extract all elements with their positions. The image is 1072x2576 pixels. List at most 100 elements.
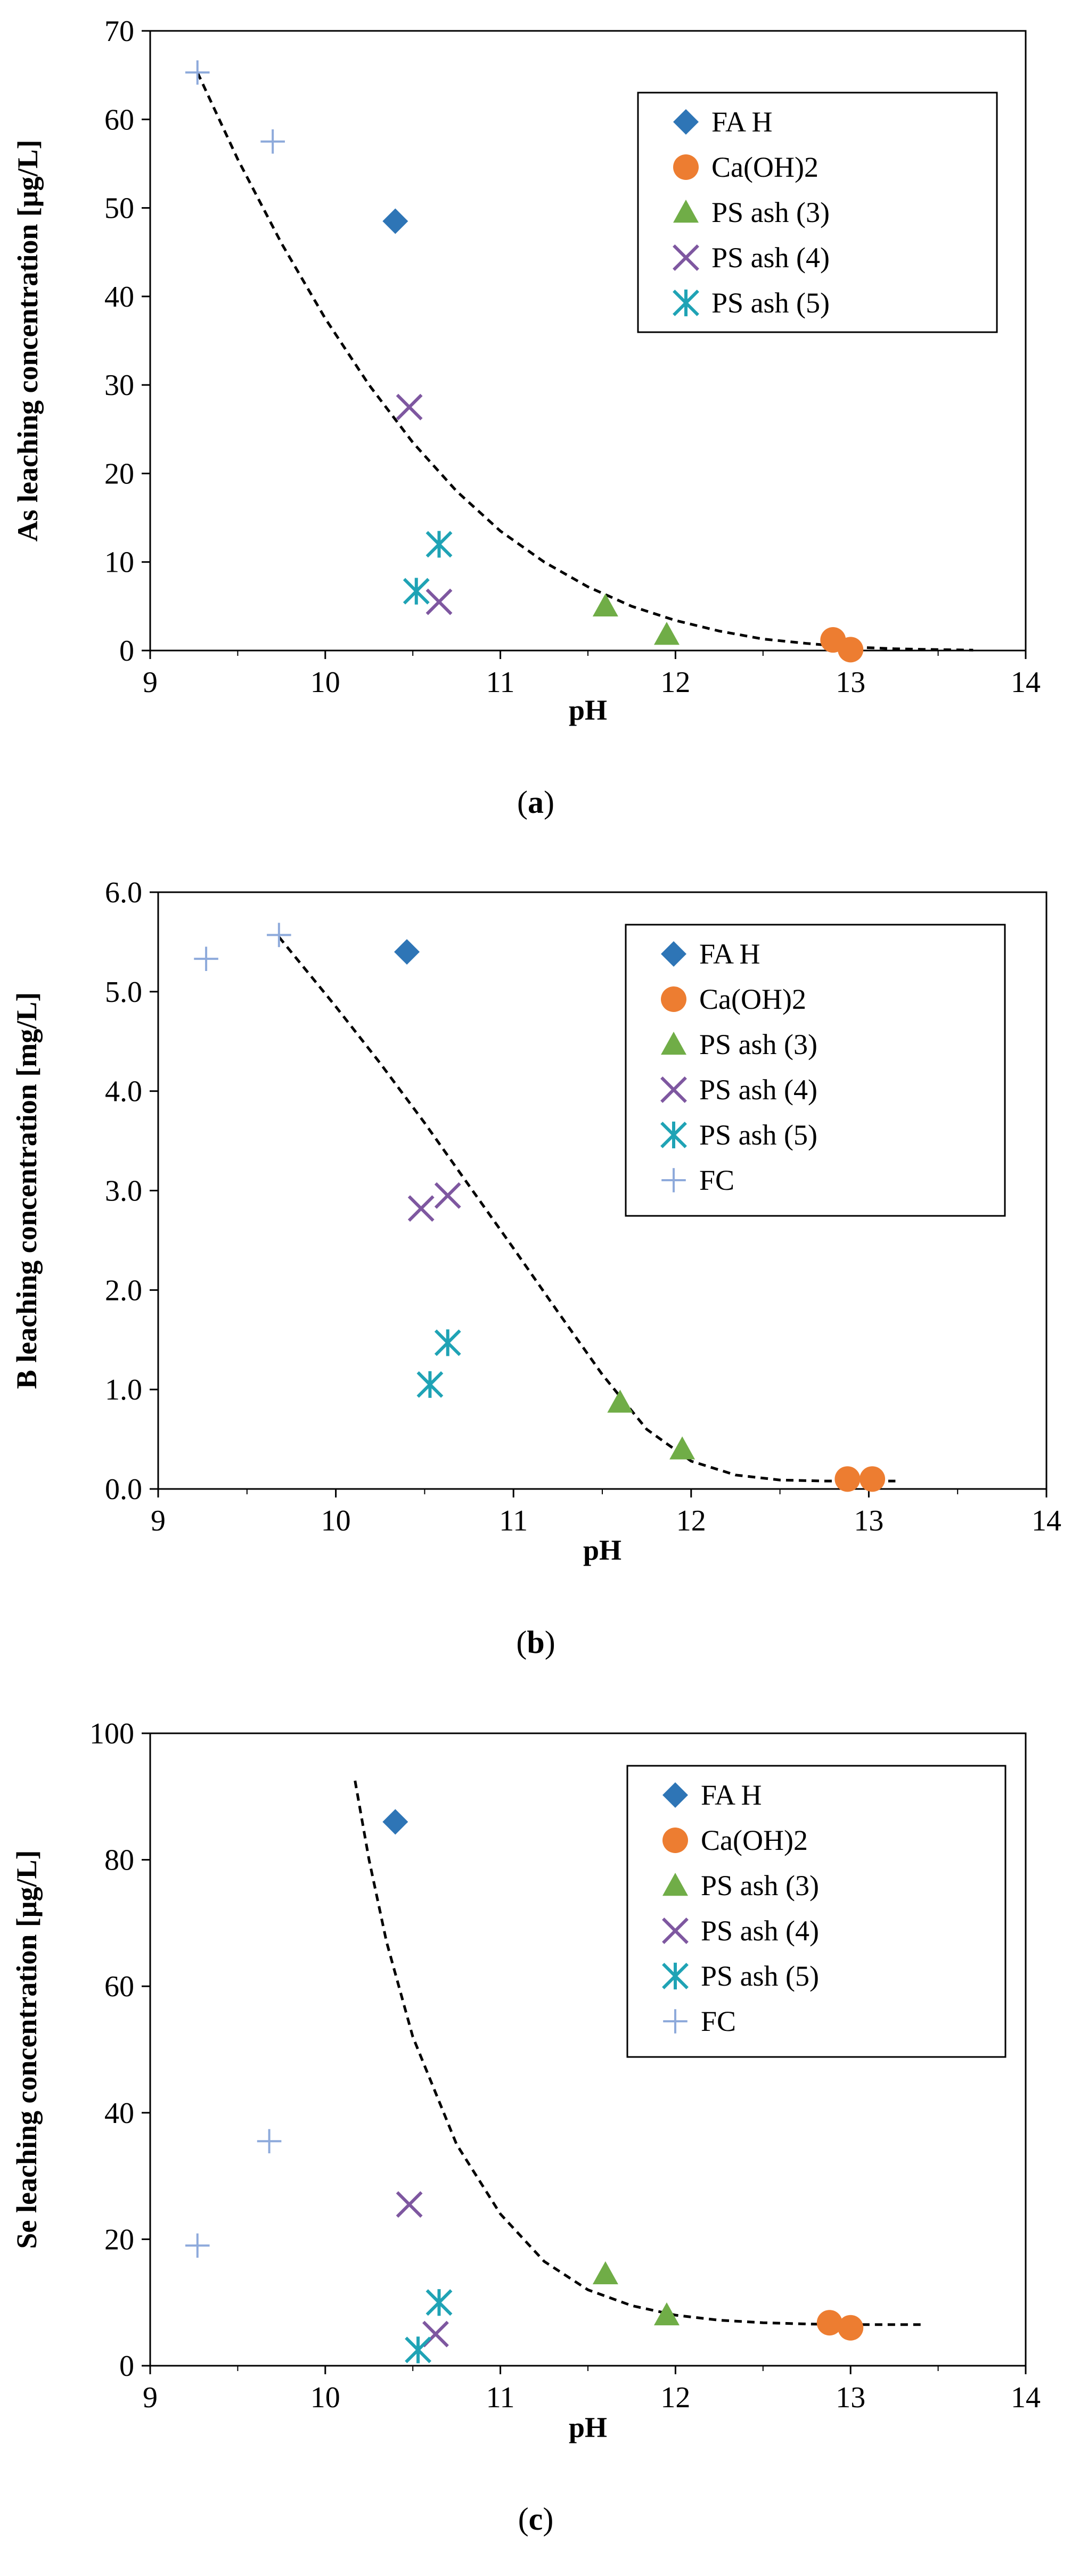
y-tick-label: 60 [104, 103, 134, 136]
data-point [434, 1182, 461, 1209]
y-tick-label: 20 [104, 457, 134, 490]
legend-label: Ca(OH)2 [711, 151, 819, 183]
data-point [653, 2302, 680, 2326]
data-point [834, 1466, 861, 1492]
data-point [407, 1195, 435, 1222]
series-ps-ash-3- [607, 1389, 695, 1460]
y-tick-label: 3.0 [105, 1175, 142, 1208]
data-point [382, 208, 408, 234]
data-point [592, 2261, 618, 2284]
data-point [592, 593, 618, 617]
x-tick-label: 10 [321, 1504, 351, 1537]
legend-box [625, 924, 1006, 1217]
caption-letter: b [527, 1625, 544, 1660]
legend-marker [662, 1962, 689, 1990]
y-axis-title: Se leaching concentration [μg/L] [11, 1850, 43, 2249]
x-tick-label: 13 [836, 2381, 865, 2414]
x-tick-label: 10 [310, 2381, 340, 2414]
caption-letter: c [529, 2501, 543, 2537]
legend-marker [673, 244, 699, 271]
legend-marker [660, 1076, 687, 1103]
legend-label: PS ash (4) [711, 242, 830, 274]
series-fa-h [394, 939, 420, 965]
data-point [838, 2315, 864, 2341]
legend-marker [673, 289, 699, 317]
legend-marker [663, 2009, 688, 2034]
y-tick-label: 10 [104, 546, 134, 579]
x-tick-label: 9 [151, 1504, 166, 1537]
y-tick-label: 0.0 [105, 1473, 142, 1506]
legend-marker [662, 1782, 688, 1808]
y-tick-label: 5.0 [105, 976, 142, 1009]
x-tick-label: 9 [143, 2381, 158, 2414]
legend-label: FA H [711, 106, 773, 138]
legend-label: FC [701, 2005, 736, 2037]
legend-label: FA H [699, 938, 760, 970]
x-tick-label: 14 [1032, 1504, 1061, 1537]
series-fa-h [382, 1809, 408, 1835]
legend-label: PS ash (3) [701, 1870, 819, 1902]
y-tick-label: 80 [104, 1844, 134, 1877]
y-axis-title: B leaching concentration [mg/L] [11, 992, 43, 1389]
series-ps-ash-4- [396, 2191, 449, 2348]
caption-paren-close: ) [543, 2501, 553, 2537]
panel-caption: (c) [518, 2501, 554, 2537]
x-tick-label: 12 [676, 1504, 706, 1537]
y-tick-label: 60 [104, 1970, 134, 2003]
y-tick-label: 40 [104, 281, 134, 314]
data-point [838, 637, 864, 663]
series-ps-ash-3- [592, 2261, 680, 2326]
x-tick-label: 11 [486, 666, 515, 699]
legend-marker [661, 941, 686, 967]
data-point [396, 2191, 423, 2218]
caption-paren-open: ( [517, 785, 528, 820]
data-point [816, 2310, 842, 2336]
chart-panel-c: 9 10 11 12 13 14 0 20 40 60 80 100 pH Se leaching con… [11, 1717, 1041, 2537]
legend-marker [661, 1168, 686, 1192]
legend-label: Ca(OH)2 [699, 983, 806, 1015]
x-tick-label: 11 [486, 2381, 515, 2414]
legend-marker [661, 1032, 686, 1055]
y-tick-label: 50 [104, 192, 134, 225]
x-tick-label: 10 [310, 666, 340, 699]
y-tick-label: 30 [104, 369, 134, 402]
x-tick-label: 12 [660, 2381, 690, 2414]
data-point [260, 129, 285, 154]
legend-label: PS ash (5) [699, 1119, 817, 1151]
data-point [185, 60, 210, 85]
series-ps-ash-5- [403, 531, 453, 605]
data-point [403, 578, 430, 605]
x-tick-label: 14 [1011, 666, 1041, 699]
y-tick-label: 1.0 [105, 1373, 142, 1406]
legend: FA H Ca(OH)2 PS ash (3) PS ash (4) PS ash (5… [625, 924, 1006, 1217]
legend-marker [660, 1121, 687, 1149]
series-ca-oh-2 [834, 1466, 886, 1492]
y-tick-label: 0 [119, 2350, 134, 2383]
data-point [434, 1329, 461, 1356]
data-point [185, 2233, 210, 2258]
x-tick-label: 13 [854, 1504, 883, 1537]
data-point [425, 531, 453, 558]
y-tick-label: 40 [104, 2097, 134, 2130]
caption-letter: a [528, 785, 544, 820]
y-axis-title: As leaching concentration [μg/L] [12, 139, 44, 541]
series-ca-oh-2 [816, 2310, 864, 2341]
y-tick-label: 70 [104, 15, 134, 48]
y-tick-label: 0 [119, 635, 134, 668]
chart-panel-b: 9 10 11 12 13 14 0.0 1.0 2.0 3.0 4.0 5.0 6.0 pH B leac… [11, 876, 1061, 1660]
series-fc [185, 2129, 282, 2258]
data-point [382, 1809, 408, 1835]
legend: FA H Ca(OH)2 PS ash (3) PS ash (4) PS ash (5… [637, 92, 998, 333]
data-point [394, 939, 420, 965]
data-point [396, 393, 423, 421]
data-point [607, 1389, 633, 1413]
chart-panel-a: 9 10 11 12 13 14 0 10 20 30 40 50 60 70 pH As leaching … [12, 15, 1041, 820]
series-fc [194, 923, 291, 971]
x-axis-title: pH [583, 1534, 621, 1566]
legend-label: FA H [701, 1779, 762, 1811]
legend-label: PS ash (3) [699, 1028, 817, 1060]
legend-label: PS ash (3) [711, 196, 830, 228]
data-point [653, 622, 680, 645]
y-tick-label: 20 [104, 2223, 134, 2256]
